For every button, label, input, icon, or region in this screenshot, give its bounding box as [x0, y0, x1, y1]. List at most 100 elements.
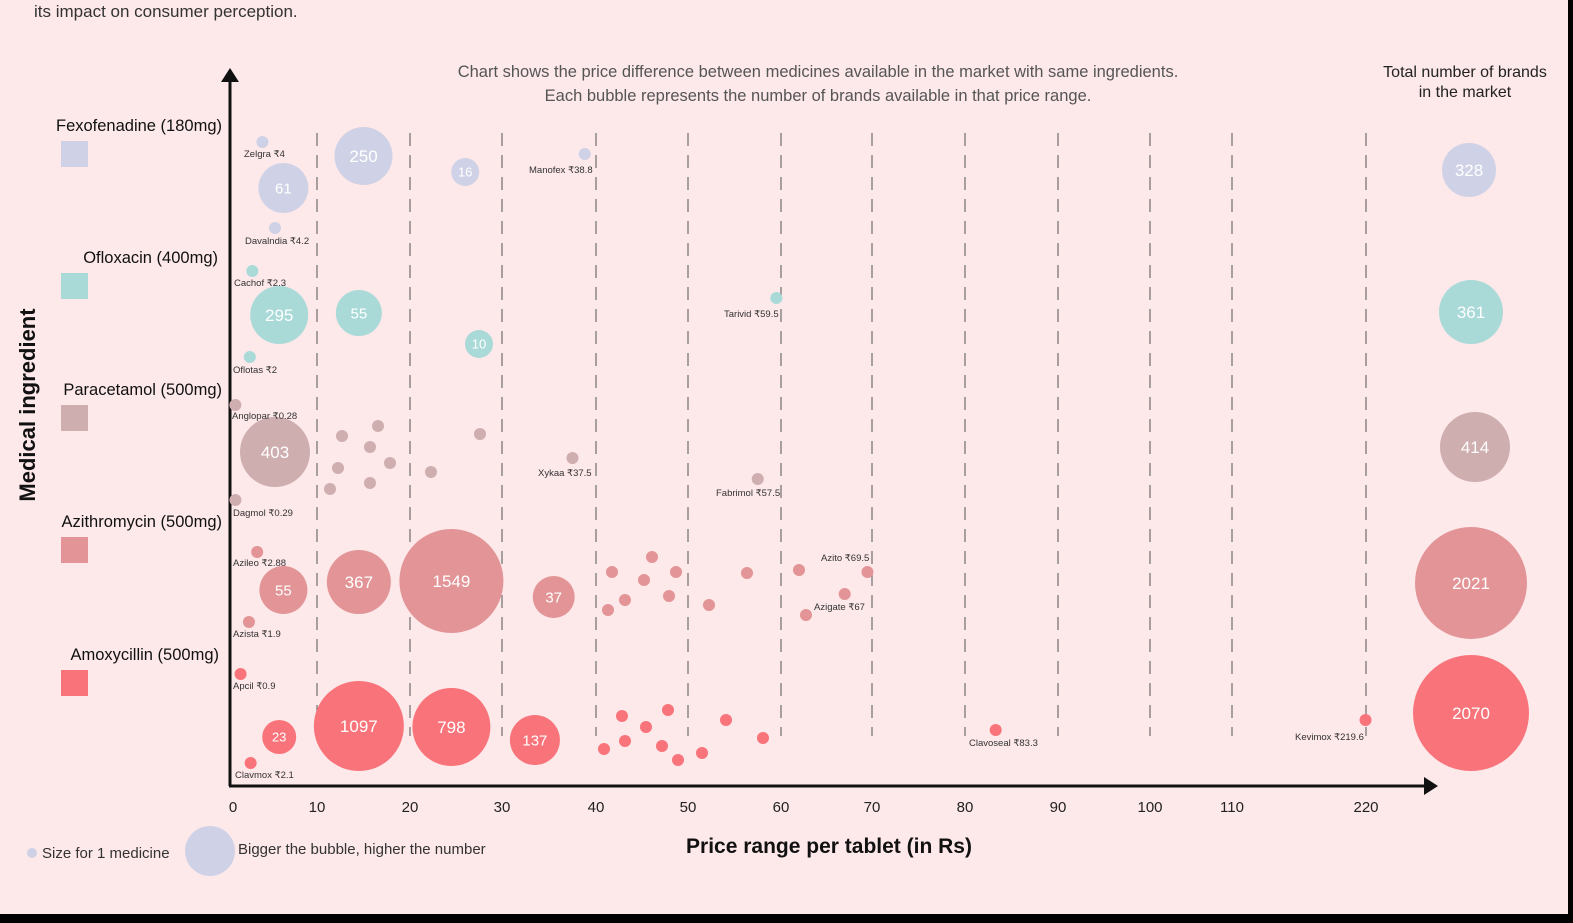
x-tick-labels: 0 10 20 30 40 50 60 70 80 90 100 110 220 — [229, 799, 1379, 816]
bubble-point — [509, 715, 560, 765]
bubble-point — [465, 330, 493, 358]
bubble-label: 295 — [265, 306, 293, 325]
bubble-point — [258, 163, 309, 213]
bubble-point — [663, 590, 675, 602]
total-bubble-label: 2070 — [1452, 704, 1490, 723]
bubble-point — [313, 681, 404, 771]
category-swatch — [61, 670, 88, 696]
bubble-point — [566, 452, 579, 464]
bubble-point — [269, 222, 281, 234]
x-tick-label: 50 — [680, 799, 697, 816]
bubble-point — [720, 714, 732, 726]
chart-title-line2: Each bubble represents the number of bra… — [545, 87, 1092, 105]
bubble-point — [425, 466, 437, 478]
bubble-point — [246, 265, 259, 277]
brand-annotation: Azileo ₹2.88 — [233, 558, 286, 569]
bubble-point — [800, 609, 812, 621]
category-swatch — [61, 141, 88, 167]
bubble-point — [399, 529, 504, 633]
x-tick-label: 30 — [494, 799, 511, 816]
bubble-point — [751, 473, 764, 485]
bubble-point — [838, 588, 851, 600]
x-axis-label: Price range per tablet (in Rs) — [686, 835, 972, 858]
x-tick-label: 80 — [957, 799, 974, 816]
bubble-point — [451, 158, 480, 186]
x-tick-label: 100 — [1137, 799, 1162, 816]
bubble-label: 55 — [275, 582, 292, 599]
total-bubbles: 328 361 414 2021 2070 — [1413, 143, 1529, 771]
bubble-point — [242, 616, 255, 628]
bubble-label: 1097 — [340, 717, 378, 736]
x-tick-label: 110 — [1220, 799, 1244, 816]
bubble-point — [262, 720, 297, 754]
bubble-point — [640, 721, 652, 733]
brand-annotation: Kevimox ₹219.6 — [1295, 732, 1364, 743]
bubble-point — [332, 462, 344, 474]
category-swatch — [61, 537, 88, 563]
bubble-label: 16 — [458, 165, 472, 180]
y-axis-arrow — [221, 68, 239, 82]
total-bubble-label: 414 — [1461, 438, 1489, 457]
bubble-point — [259, 566, 308, 614]
total-bubble-label: 2021 — [1452, 574, 1490, 593]
bubble-point — [412, 688, 491, 766]
bubble-label: 61 — [275, 180, 292, 197]
category-labels: Fexofenadine (180mg) Ofloxacin (400mg) Par… — [56, 117, 222, 696]
brand-annotation: Cachof ₹2.3 — [234, 278, 286, 289]
category-label: Paracetamol (500mg) — [63, 381, 222, 399]
bubble-point — [324, 483, 336, 495]
bubble-label: 23 — [272, 730, 286, 745]
bubble-point — [474, 428, 486, 440]
bubble-label: 250 — [349, 147, 377, 166]
x-axis-arrow — [1424, 777, 1438, 795]
bubble-point — [672, 754, 684, 766]
category-label: Fexofenadine (180mg) — [56, 117, 222, 135]
intro-text: its impact on consumer perception. — [34, 2, 298, 21]
brand-annotation: Azigate ₹67 — [814, 602, 865, 613]
bubble-point — [703, 599, 715, 611]
total-bubble — [1439, 280, 1503, 344]
total-bubble — [1415, 527, 1527, 639]
brand-annotation: Oflotas ₹2 — [233, 365, 277, 376]
bubble-point — [598, 743, 610, 755]
x-tick-label: 0 — [229, 799, 237, 816]
bubble-label: 137 — [522, 732, 547, 749]
bubble-point — [662, 704, 674, 716]
brand-annotation: Xykaa ₹37.5 — [538, 468, 592, 479]
bubbles: 61 250 16 295 55 10 403 55 367 1549 37 23 1097 798 137 — [229, 127, 1372, 771]
category-label: Amoxycillin (500mg) — [70, 646, 219, 664]
brand-annotation: Clavoseal ₹83.3 — [969, 738, 1038, 749]
chart-title-line1: Chart shows the price difference between… — [458, 63, 1179, 81]
bubble-point — [638, 574, 650, 586]
category-swatch — [61, 273, 88, 299]
bubble-point — [741, 567, 753, 579]
total-header-line2: in the market — [1419, 84, 1512, 101]
x-tick-label: 90 — [1050, 799, 1067, 816]
legend-small-label: Size for 1 medicine — [42, 845, 170, 862]
brand-annotation: Azista ₹1.9 — [233, 629, 281, 640]
grid-lines — [316, 133, 1367, 736]
x-tick-label: 20 — [402, 799, 419, 816]
total-bubble — [1440, 412, 1510, 482]
bubble-point — [616, 710, 628, 722]
brand-annotation: Zelgra ₹4 — [244, 149, 285, 160]
x-tick-label: 70 — [864, 799, 881, 816]
brand-annotation: Davalndia ₹4.2 — [245, 236, 309, 247]
brand-annotation: Apcil ₹0.9 — [233, 681, 275, 692]
bubble-point — [250, 286, 309, 344]
category-label: Azithromycin (500mg) — [62, 513, 222, 531]
bubble-point — [335, 290, 382, 336]
brand-annotation: Dagmol ₹0.29 — [233, 508, 293, 519]
bubble-point — [646, 551, 658, 563]
bubble-point — [793, 564, 805, 576]
bubble-point — [243, 351, 256, 363]
category-label: Ofloxacin (400mg) — [83, 249, 218, 267]
brand-annotation: Anglopar ₹0.28 — [232, 411, 297, 422]
x-tick-label: 40 — [588, 799, 605, 816]
bubble-point — [364, 441, 376, 453]
x-tick-label: 60 — [773, 799, 790, 816]
bubble-point — [229, 494, 242, 506]
category-swatch — [61, 405, 88, 431]
legend-big-label: Bigger the bubble, higher the number — [238, 841, 486, 858]
